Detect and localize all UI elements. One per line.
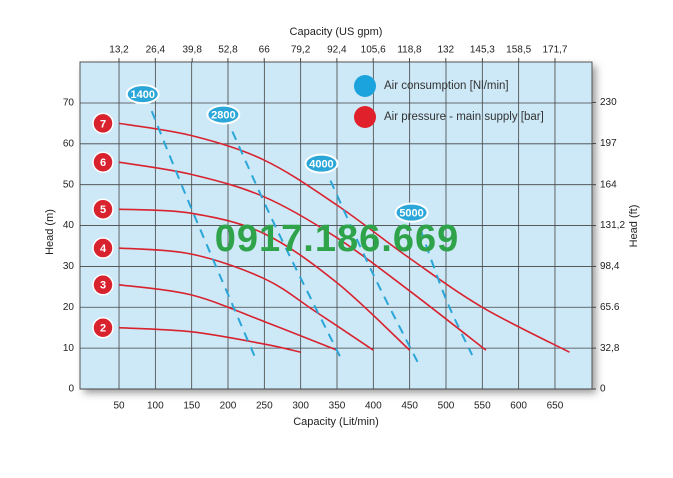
pressure-badge-label: 2	[100, 323, 106, 335]
x-tick-label: 300	[292, 401, 309, 412]
x2-tick-label: 132	[437, 45, 454, 56]
pressure-badge	[92, 151, 114, 173]
x-tick-label: 550	[474, 401, 491, 412]
air-badge	[206, 104, 241, 125]
x2-tick-label: 145,3	[470, 45, 495, 56]
x-tick-label: 250	[256, 401, 273, 412]
x2-axis-title: Capacity (US gpm)	[290, 26, 383, 38]
x-tick-label: 650	[547, 401, 564, 412]
x-tick-label: 600	[510, 401, 527, 412]
y2-tick-label: 230	[600, 97, 617, 108]
pressure-curve	[118, 161, 487, 351]
air-badge-label: 2800	[211, 109, 235, 121]
pressure-badge	[92, 112, 114, 135]
x-tick-label: 400	[365, 401, 382, 412]
legend-marker	[354, 75, 376, 97]
x2-tick-label: 79,2	[291, 45, 311, 56]
y-tick-label: 60	[63, 138, 75, 149]
air-badge-label: 4000	[309, 159, 333, 171]
pressure-badge-label: 6	[100, 157, 106, 169]
y-axis-title: Head (m)	[44, 209, 56, 255]
y2-tick-label: 32,8	[600, 343, 620, 354]
air-badge-label: 1400	[130, 89, 154, 101]
x2-tick-label: 66	[259, 45, 271, 56]
x2-tick-label: 171,7	[542, 45, 567, 56]
x2-tick-label: 158,5	[506, 45, 531, 56]
y2-axis-title: Head (ft)	[628, 205, 640, 248]
x-tick-label: 200	[220, 401, 237, 412]
pressure-badge-label: 5	[100, 204, 106, 216]
x2-tick-label: 39,8	[182, 45, 202, 56]
air-badge	[125, 84, 160, 105]
pressure-badge	[92, 237, 114, 259]
y2-tick-label: 197	[600, 138, 617, 149]
pressure-badge-label: 3	[100, 280, 106, 292]
x-tick-label: 500	[438, 401, 455, 412]
pressure-curve	[118, 247, 374, 351]
legend-label: Air pressure - main supply [bar]	[384, 111, 544, 123]
x-tick-label: 50	[113, 401, 125, 412]
watermark: 0917.186.669	[215, 218, 459, 260]
y2-tick-label: 98,4	[600, 261, 620, 272]
y-tick-label: 10	[63, 343, 75, 354]
legend-label: Air consumption [Nl/min]	[384, 80, 509, 92]
y2-tick-label: 164	[600, 179, 617, 190]
y-tick-label: 0	[68, 384, 74, 395]
air-consumption-line	[231, 131, 344, 363]
x-tick-label: 450	[401, 401, 418, 412]
y2-tick-label: 131,2	[600, 220, 625, 231]
y2-tick-label: 65.6	[600, 302, 620, 313]
x2-tick-label: 92,4	[327, 45, 347, 56]
x-axis-title: Capacity (Lit/min)	[293, 416, 379, 428]
air-consumption-line	[329, 180, 419, 363]
x2-tick-label: 13,2	[109, 45, 129, 56]
pressure-badge	[92, 198, 114, 220]
x2-tick-label: 105,6	[361, 45, 386, 56]
y-tick-label: 40	[63, 220, 75, 231]
x2-tick-label: 118,8	[397, 45, 422, 56]
x-tick-label: 100	[147, 401, 164, 412]
pressure-curve	[118, 122, 570, 353]
air-badge	[394, 202, 429, 223]
pressure-curve	[118, 326, 301, 354]
y-tick-label: 70	[63, 98, 75, 109]
pressure-badge	[92, 274, 114, 296]
air-badge	[304, 153, 339, 174]
pressure-badge-label: 4	[100, 243, 107, 255]
y-tick-label: 30	[63, 261, 75, 272]
air-badge-label: 5000	[399, 208, 423, 220]
x2-tick-label: 52,8	[218, 45, 238, 56]
y-tick-label: 20	[63, 302, 75, 313]
pressure-badge	[92, 316, 114, 339]
x-tick-label: 150	[183, 401, 200, 412]
x-tick-label: 350	[329, 401, 346, 412]
y2-tick-label: 0	[600, 384, 606, 395]
pressure-curve	[118, 208, 411, 351]
legend-marker	[354, 106, 376, 128]
y-tick-label: 50	[63, 179, 75, 190]
pressure-curve	[118, 284, 338, 351]
x2-tick-label: 26,4	[146, 45, 166, 56]
pressure-badge-label: 7	[100, 118, 106, 130]
